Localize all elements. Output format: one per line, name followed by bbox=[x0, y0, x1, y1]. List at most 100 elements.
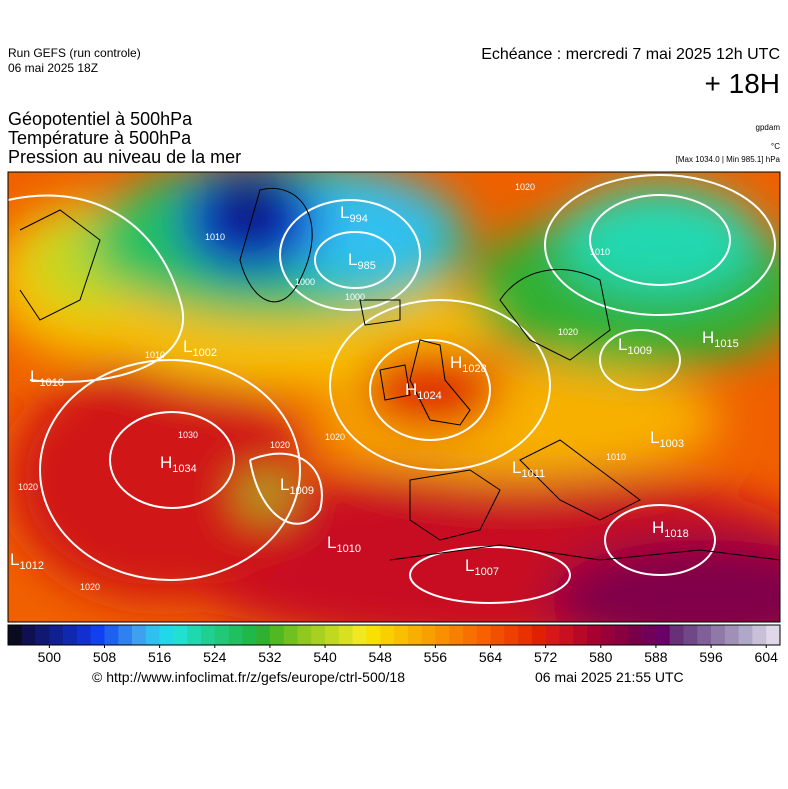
source-url: © http://www.infoclimat.fr/z/gefs/europe… bbox=[92, 669, 406, 685]
colorbar-box bbox=[201, 625, 216, 645]
system-letter: H bbox=[450, 353, 462, 372]
system-value: 1003 bbox=[659, 438, 683, 450]
pressure-system: L1010 bbox=[30, 367, 64, 389]
system-letter: L bbox=[348, 250, 357, 269]
colorbar-box bbox=[711, 625, 726, 645]
colorbar-tick-label: 548 bbox=[369, 649, 393, 665]
system-value: 1012 bbox=[19, 560, 43, 572]
coastlines bbox=[19, 188, 780, 561]
colorbar-box bbox=[587, 625, 602, 645]
colorbar-box bbox=[490, 625, 505, 645]
colorbar-box bbox=[559, 625, 574, 645]
colorbar-box bbox=[21, 625, 36, 645]
colorbar-frame bbox=[7, 624, 781, 646]
isobars bbox=[8, 174, 776, 604]
colorbar-box bbox=[104, 625, 119, 645]
colorbar-tick-label: 556 bbox=[424, 649, 448, 665]
colorbar-box bbox=[297, 625, 312, 645]
colorbar-tick-label: 508 bbox=[93, 649, 117, 665]
system-value: 1018 bbox=[664, 528, 688, 540]
system-value: 1007 bbox=[474, 566, 498, 578]
system-letter: L bbox=[618, 335, 627, 354]
colorbar-tick-label: 532 bbox=[258, 649, 282, 665]
colorbar-box bbox=[752, 625, 767, 645]
system-value: 994 bbox=[349, 213, 367, 225]
colorbar-box bbox=[132, 625, 147, 645]
colorbar-box bbox=[338, 625, 353, 645]
field: Géopotentiel à 500hPa bbox=[8, 109, 193, 129]
isobar-label: 1020 bbox=[558, 327, 578, 337]
field-map: 1010 1000 1000 1010 1020 1030 1020 1020 1020 1020… bbox=[8, 172, 780, 622]
colorbar-box bbox=[242, 625, 257, 645]
pressure-system: L1010 bbox=[327, 533, 361, 555]
system-letter: L bbox=[650, 428, 659, 447]
colorbar-box bbox=[49, 625, 64, 645]
colorbar-tick-label: 524 bbox=[203, 649, 227, 665]
pressure-system: H1018 bbox=[652, 518, 689, 540]
system-letter: L bbox=[280, 475, 289, 494]
run: Run GEFS (run controle) bbox=[8, 46, 141, 60]
system-letter: L bbox=[340, 203, 349, 222]
colorbar-tick-label: 516 bbox=[148, 649, 172, 665]
colorbar-box bbox=[545, 625, 560, 645]
pressure-system: L1003 bbox=[650, 428, 684, 450]
colorbar-box bbox=[256, 625, 271, 645]
system-letter: L bbox=[183, 337, 192, 356]
colorbar-box bbox=[118, 625, 133, 645]
system-letter: L bbox=[10, 550, 19, 569]
pressure-system: L1009 bbox=[618, 335, 652, 357]
pressure-system: H1024 bbox=[405, 380, 442, 402]
colorbar-box bbox=[8, 625, 23, 645]
colorbar-box bbox=[311, 625, 326, 645]
extremes: [Max 1034.0 | Min 985.1] hPa bbox=[675, 155, 780, 164]
unit: °C bbox=[771, 142, 780, 151]
colorbar: 500 508 516 524 532 540 548 556 564 572 580 588 596 6… bbox=[7, 624, 781, 665]
isobar-label: 1010 bbox=[606, 452, 626, 462]
colorbar-box bbox=[573, 625, 588, 645]
colorbar-box bbox=[738, 625, 753, 645]
pressure-system: L1009 bbox=[280, 475, 314, 497]
colorbar-box bbox=[476, 625, 491, 645]
isobar-label: 1020 bbox=[270, 440, 290, 450]
system-value: 1009 bbox=[289, 485, 313, 497]
system-value: 1024 bbox=[417, 390, 441, 402]
colorbar-box bbox=[325, 625, 340, 645]
colorbar-box bbox=[697, 625, 712, 645]
system-value: 1015 bbox=[714, 338, 738, 350]
isobar-label: 1010 bbox=[205, 232, 225, 242]
field: Pression au niveau de la mer bbox=[8, 147, 242, 167]
colorbar-box bbox=[352, 625, 367, 645]
colorbar-box bbox=[35, 625, 50, 645]
pressure-system: H1028 bbox=[450, 353, 487, 375]
colorbar-tick-label: 604 bbox=[755, 649, 779, 665]
system-letter: H bbox=[405, 380, 417, 399]
colorbar-box bbox=[214, 625, 229, 645]
colorbar-box bbox=[421, 625, 436, 645]
system-value: 1010 bbox=[39, 377, 63, 389]
colorbar-tick-label: 596 bbox=[699, 649, 723, 665]
colorbar-box bbox=[380, 625, 395, 645]
colorbar-box bbox=[531, 625, 546, 645]
colorbar-box bbox=[76, 625, 92, 645]
system-letter: L bbox=[465, 556, 474, 575]
isobar-label: 1010 bbox=[590, 247, 610, 257]
system-value: 1002 bbox=[192, 347, 216, 359]
colorbar-tick-label: 564 bbox=[479, 649, 503, 665]
colorbar-box bbox=[159, 625, 174, 645]
colorbar-box bbox=[435, 625, 450, 645]
unit: gpdam bbox=[755, 123, 780, 132]
colorbar-tick-label: 500 bbox=[38, 649, 62, 665]
pressure-system: L985 bbox=[348, 250, 376, 272]
generated-time: 06 mai 2025 21:55 UTC bbox=[535, 669, 684, 685]
system-letter: L bbox=[30, 367, 39, 386]
colorbar-box bbox=[173, 625, 188, 645]
isobar-label: 1000 bbox=[295, 277, 315, 287]
colorbar-box bbox=[766, 625, 781, 645]
colorbar-box bbox=[394, 625, 409, 645]
colorbar-box bbox=[518, 625, 533, 645]
colorbar-box bbox=[683, 625, 698, 645]
pressure-system: L1002 bbox=[183, 337, 217, 359]
system-letter: L bbox=[512, 458, 521, 477]
